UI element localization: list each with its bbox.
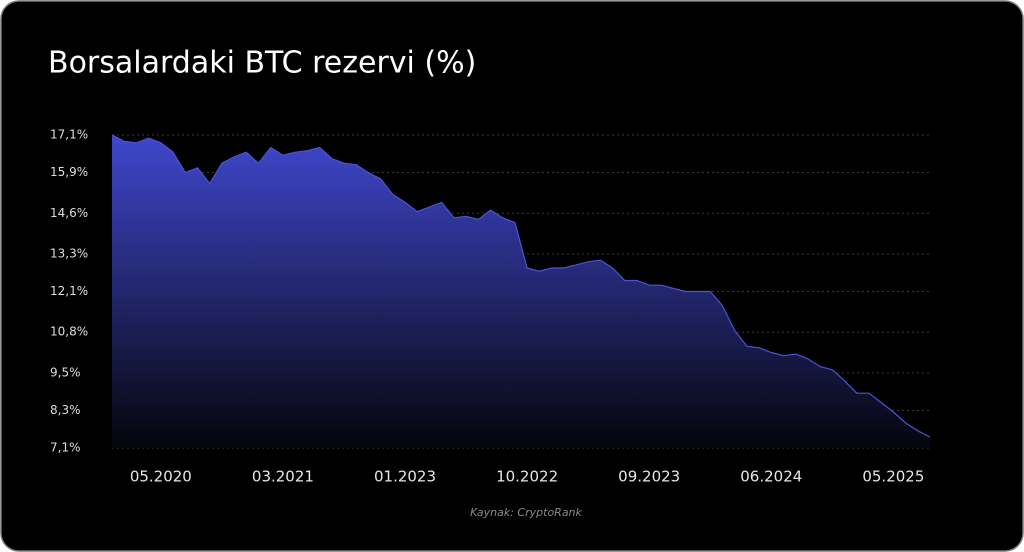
- y-tick-label: 13,3%: [50, 246, 88, 260]
- x-tick-label: 06.2024: [740, 468, 802, 486]
- y-tick-label: 8,3%: [50, 403, 81, 417]
- y-tick-label: 14,6%: [50, 206, 88, 220]
- x-tick-label: 05.2025: [862, 468, 924, 486]
- area: [112, 135, 930, 448]
- x-tick-label: 05.2020: [130, 468, 192, 486]
- y-tick-label: 7,1%: [50, 441, 81, 455]
- y-tick-label: 10,8%: [50, 325, 88, 339]
- line: [111, 134, 931, 438]
- x-tick-label: 09.2023: [618, 468, 680, 486]
- y-tick-label: 15,9%: [50, 165, 88, 179]
- y-tick-label: 17,1%: [50, 128, 88, 142]
- x-tick-label: 01.2023: [374, 468, 436, 486]
- chart-title: Borsalardaki BTC rezervi (%): [48, 46, 476, 81]
- y-tick-label: 12,1%: [50, 284, 88, 298]
- x-tick-label: 10.2022: [496, 468, 558, 486]
- source: Kaynak: CryptoRank: [470, 506, 582, 519]
- y-tick-label: 9,5%: [50, 365, 81, 379]
- x-tick-label: 03.2021: [252, 468, 314, 486]
